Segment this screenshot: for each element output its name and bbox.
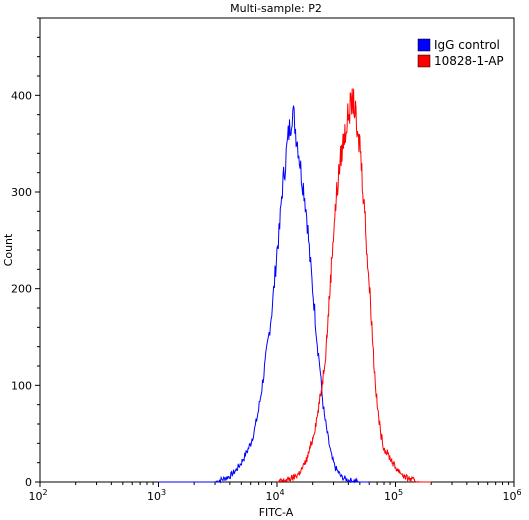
y-tick-label: 200 [11, 283, 32, 296]
legend-label-10828-1-ap: 10828-1-AP [434, 54, 504, 68]
x-axis: 102 103 104 105 106 [28, 482, 522, 503]
x-axis-label: FITC-A [259, 506, 294, 519]
y-tick-label: 400 [11, 89, 32, 102]
x-tick-label: 105 [384, 488, 403, 503]
y-axis: 0 100 200 300 400 [11, 17, 40, 489]
y-tick-label: 0 [25, 476, 32, 489]
series-line-1 [276, 88, 432, 484]
legend: IgG control 10828-1-AP [417, 38, 504, 68]
x-tick-label: 106 [502, 488, 521, 503]
x-tick-label: 103 [147, 488, 166, 503]
x-tick-label: 102 [28, 488, 47, 503]
y-axis-label: Count [2, 233, 15, 266]
legend-label-igg-control: IgG control [434, 38, 500, 52]
y-tick-label: 300 [11, 186, 32, 199]
series-layer [158, 88, 432, 484]
legend-swatch-10828-1-ap [417, 54, 431, 68]
legend-swatch-igg-control [417, 38, 431, 52]
series-line-0 [158, 105, 370, 484]
x-tick-label: 104 [265, 488, 284, 503]
y-tick-label: 100 [11, 379, 32, 392]
chart-title: Multi-sample: P2 [230, 2, 322, 15]
